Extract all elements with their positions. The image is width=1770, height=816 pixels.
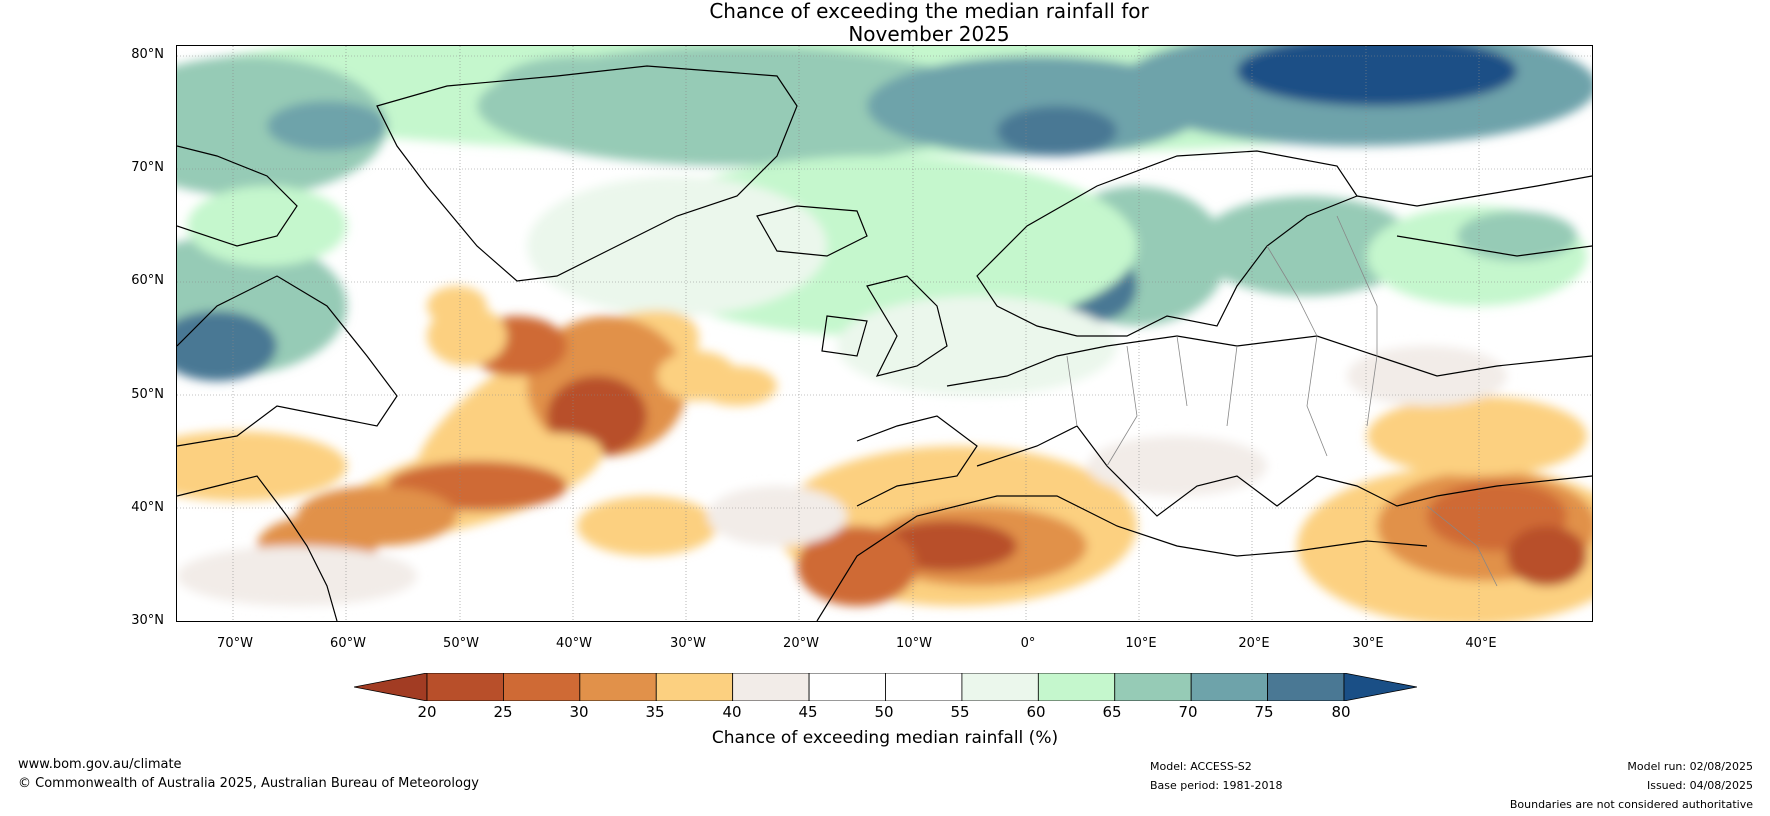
lat-tick: 40°N xyxy=(131,500,164,515)
colorbar-tick: 50 xyxy=(874,703,894,721)
colorbar-segment xyxy=(1114,673,1192,701)
colorbar-tick: 65 xyxy=(1102,703,1122,721)
lon-tick: 70°W xyxy=(217,636,253,651)
colorbar-segment xyxy=(1190,673,1268,701)
colorbar xyxy=(354,673,1417,701)
lat-tick: 80°N xyxy=(131,47,164,62)
colorbar-segment xyxy=(426,673,504,701)
lat-tick: 60°N xyxy=(131,273,164,288)
colorbar-tick: 60 xyxy=(1026,703,1046,721)
lon-tick: 60°W xyxy=(330,636,366,651)
country-borders xyxy=(1066,215,1498,587)
colorbar-segment xyxy=(1267,673,1345,701)
lon-tick: 0° xyxy=(1020,636,1036,651)
colorbar-tick: 75 xyxy=(1254,703,1274,721)
colorbar-tick: 35 xyxy=(645,703,665,721)
colorbar-segment xyxy=(579,673,657,701)
lon-tick: 10°W xyxy=(896,636,932,651)
boundary-disclaimer: Boundaries are not considered authoritat… xyxy=(1509,798,1753,811)
model-run-date: Model run: 02/08/2025 xyxy=(1627,760,1753,773)
colorbar-tick: 70 xyxy=(1178,703,1198,721)
colorbar-extension-high xyxy=(1343,673,1417,701)
lon-tick: 50°W xyxy=(443,636,479,651)
website-link[interactable]: www.bom.gov.au/climate xyxy=(18,757,182,772)
colorbar-segment xyxy=(1037,673,1116,701)
colorbar-tick: 45 xyxy=(798,703,818,721)
map-title-line2: November 2025 xyxy=(848,22,1010,46)
probability-field xyxy=(177,46,1592,621)
colorbar-segment xyxy=(885,673,963,701)
colorbar-label: Chance of exceeding median rainfall (%) xyxy=(711,728,1059,748)
colorbar-segment xyxy=(961,673,1039,701)
colorbar-tick: 55 xyxy=(950,703,970,721)
colorbar-tick: 40 xyxy=(722,703,742,721)
model-name: Model: ACCESS-S2 xyxy=(1150,760,1252,773)
lon-tick: 30°W xyxy=(670,636,706,651)
colorbar-tick: 30 xyxy=(569,703,589,721)
lat-tick: 30°N xyxy=(131,613,164,628)
lon-tick: 40°W xyxy=(556,636,592,651)
copyright-text: © Commonwealth of Australia 2025, Austra… xyxy=(18,776,479,791)
colorbar-tick: 20 xyxy=(417,703,437,721)
base-period: Base period: 1981-2018 xyxy=(1150,779,1283,792)
colorbar-segment xyxy=(808,673,886,701)
colorbar-segment xyxy=(503,673,581,701)
lon-tick: 20°E xyxy=(1238,636,1270,651)
lat-tick: 70°N xyxy=(131,160,164,175)
colorbar-segment xyxy=(732,673,810,701)
lon-tick: 20°W xyxy=(783,636,819,651)
footer-source: www.bom.gov.au/climate © Commonwealth of… xyxy=(18,755,479,793)
graticule xyxy=(177,46,1592,621)
lon-tick: 10°E xyxy=(1125,636,1157,651)
colorbar-tick: 80 xyxy=(1331,703,1351,721)
colorbar-extension-low xyxy=(354,673,428,701)
map-title-line1: Chance of exceeding the median rainfall … xyxy=(709,0,1149,23)
footer-model-info: Model: ACCESS-S2 Base period: 1981-2018 xyxy=(1150,757,1282,795)
issued-date: Issued: 04/08/2025 xyxy=(1646,779,1753,792)
lat-tick: 50°N xyxy=(131,387,164,402)
rainfall-probability-map xyxy=(176,45,1593,622)
footer-dates: Model run: 02/08/2025 Issued: 04/08/2025… xyxy=(1510,757,1753,814)
colorbar-segment xyxy=(655,673,734,701)
map-title: Chance of exceeding the median rainfall … xyxy=(0,0,1770,46)
lon-tick: 40°E xyxy=(1465,636,1497,651)
lon-tick: 30°E xyxy=(1352,636,1384,651)
colorbar-tick: 25 xyxy=(493,703,513,721)
